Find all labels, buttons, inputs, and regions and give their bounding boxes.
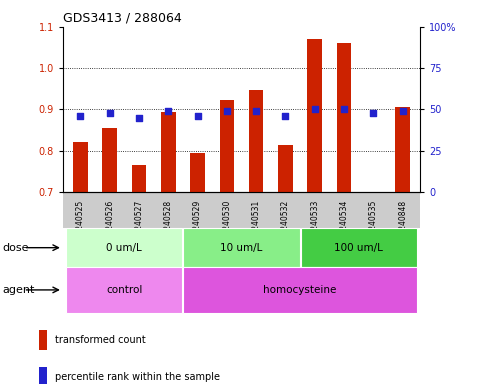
Point [135,115,143,121]
Bar [66,267,182,313]
Bar [395,108,410,192]
Text: GDS3413 / 288064: GDS3413 / 288064 [63,11,182,24]
Bar [184,267,417,313]
Text: transformed count: transformed count [55,335,145,345]
Point [399,108,407,114]
Bar [73,142,88,192]
Text: agent: agent [2,285,35,295]
Point [106,110,114,116]
Bar [161,111,176,192]
Point [164,108,172,114]
Point [252,108,260,114]
Point [340,106,348,113]
Bar [301,228,417,267]
Point [369,110,377,116]
Bar [307,39,322,192]
Bar [66,228,182,267]
Bar [249,89,263,192]
Bar [39,330,47,350]
Point [194,113,201,119]
Point [76,113,84,119]
Text: 0 um/L: 0 um/L [106,243,142,253]
Text: percentile rank within the sample: percentile rank within the sample [55,372,220,382]
Bar [132,165,146,192]
Bar [278,144,293,192]
Text: 10 um/L: 10 um/L [220,243,263,253]
Bar [184,228,299,267]
Bar [102,128,117,192]
Bar [220,100,234,192]
Point [282,113,289,119]
Point [311,106,319,113]
Bar [337,43,351,192]
Bar [190,153,205,192]
Bar [39,367,47,384]
Text: dose: dose [2,243,29,253]
Text: 100 um/L: 100 um/L [334,243,383,253]
Text: homocysteine: homocysteine [263,285,337,295]
Point [223,108,231,114]
Text: control: control [106,285,142,295]
